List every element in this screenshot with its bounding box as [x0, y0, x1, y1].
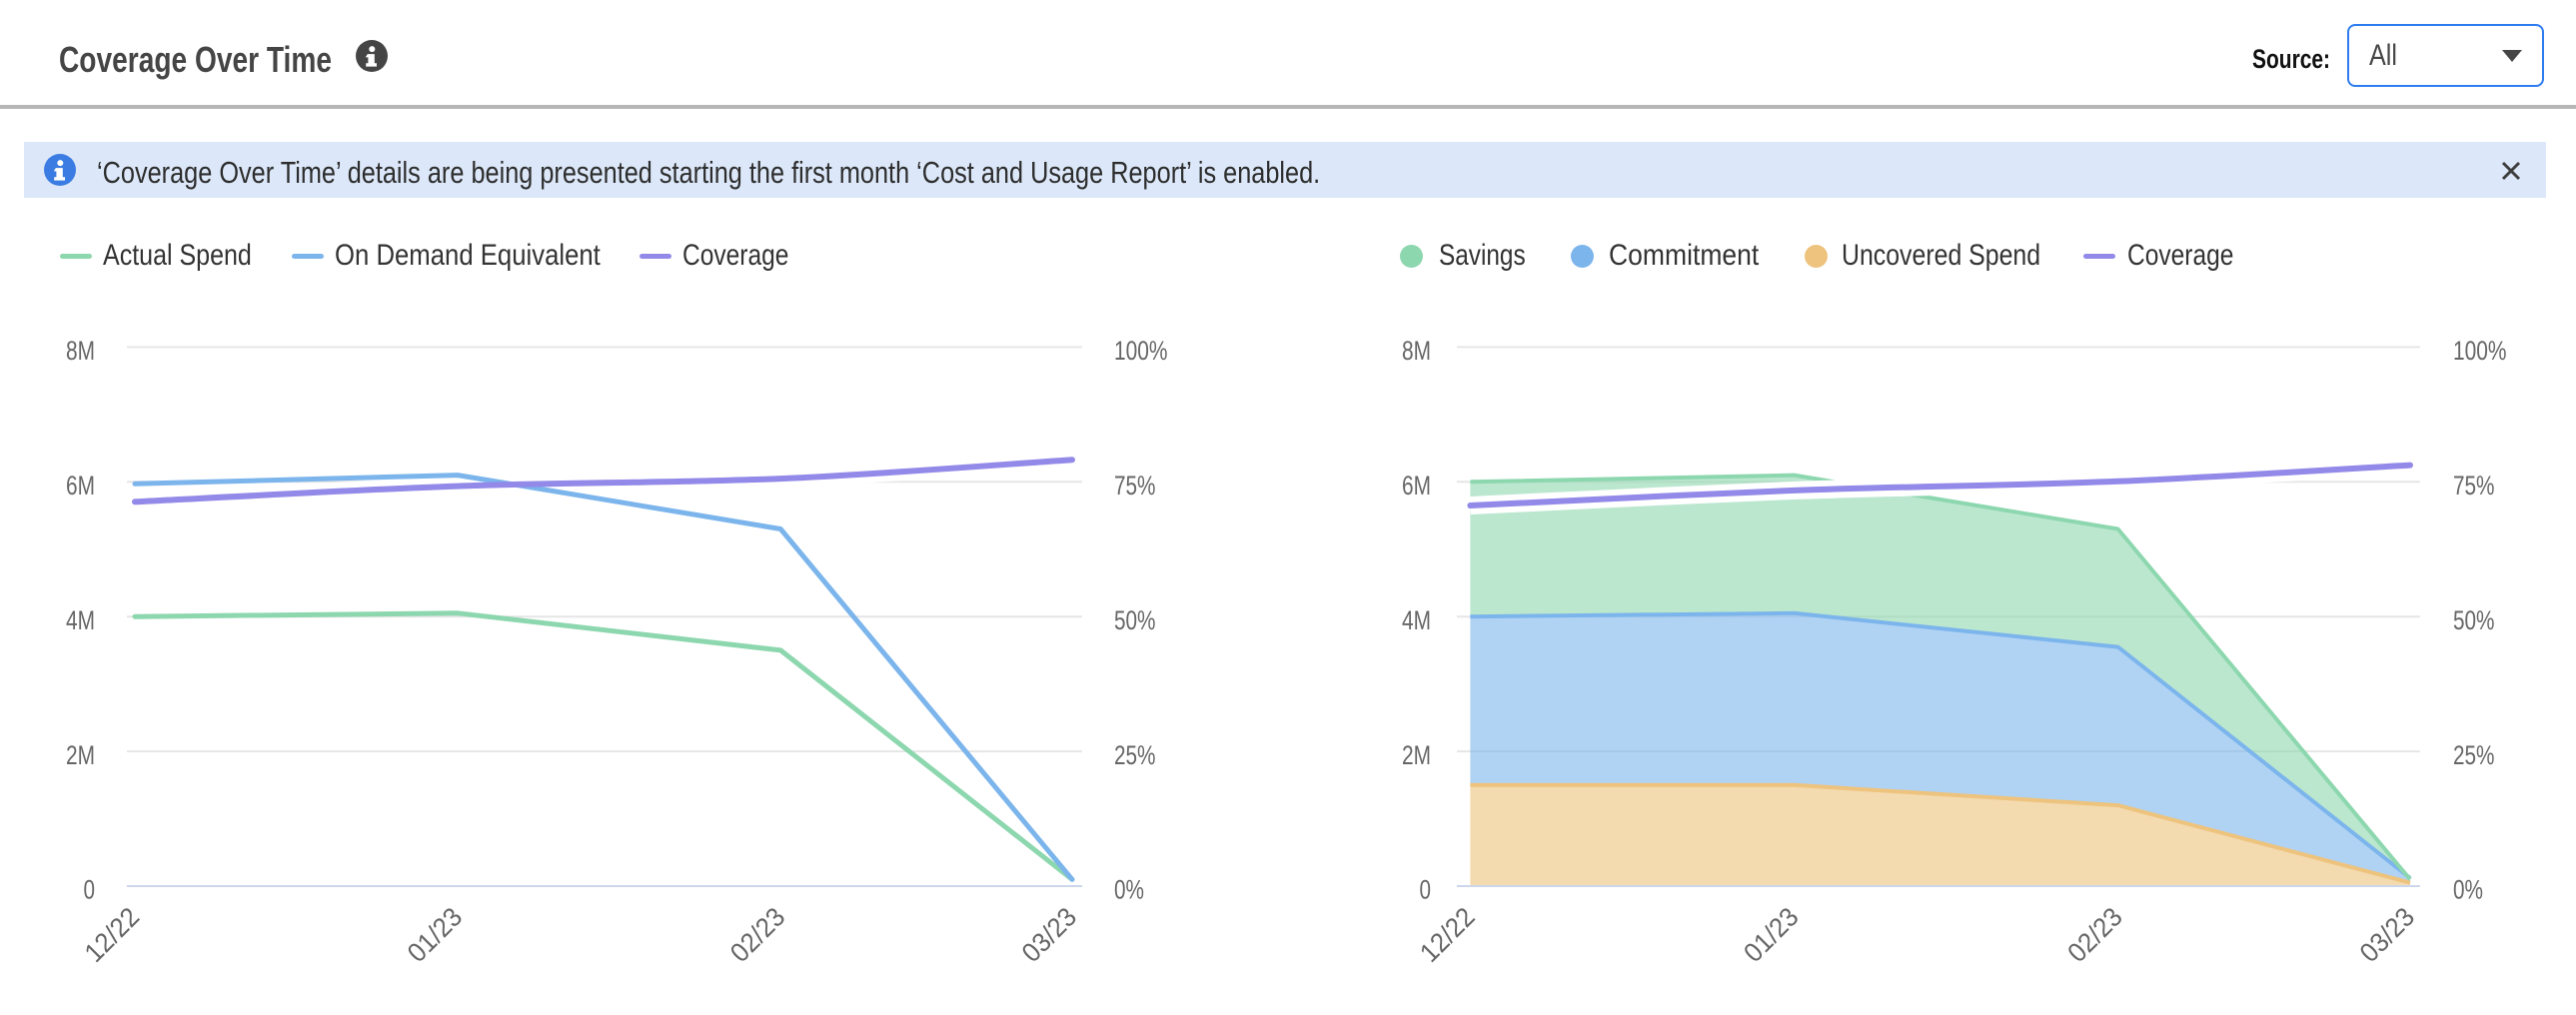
svg-text:100%: 100%	[2453, 336, 2507, 366]
svg-text:0%: 0%	[2453, 875, 2483, 905]
svg-text:75%: 75%	[1114, 471, 1156, 501]
svg-text:8M: 8M	[66, 336, 95, 366]
svg-text:4M: 4M	[1402, 605, 1431, 635]
svg-text:25%: 25%	[1114, 740, 1156, 770]
svg-text:03/23: 03/23	[2354, 902, 2420, 968]
svg-text:25%: 25%	[2453, 740, 2495, 770]
svg-text:100%: 100%	[1114, 336, 1168, 366]
svg-text:01/23: 01/23	[1738, 902, 1804, 968]
svg-text:12/22: 12/22	[1414, 902, 1480, 968]
svg-text:01/23: 01/23	[402, 902, 468, 968]
svg-text:0%: 0%	[1114, 875, 1144, 905]
svg-text:8M: 8M	[1402, 336, 1431, 366]
svg-text:02/23: 02/23	[724, 902, 790, 968]
svg-text:02/23: 02/23	[2061, 902, 2127, 968]
svg-text:4M: 4M	[66, 605, 95, 635]
svg-text:6M: 6M	[66, 471, 95, 501]
svg-text:50%: 50%	[2453, 605, 2495, 635]
svg-text:75%: 75%	[2453, 471, 2495, 501]
svg-text:03/23: 03/23	[1016, 902, 1082, 968]
svg-text:50%: 50%	[1114, 605, 1156, 635]
svg-text:2M: 2M	[66, 740, 95, 770]
svg-text:0: 0	[84, 875, 96, 905]
svg-text:2M: 2M	[1402, 740, 1431, 770]
svg-text:0: 0	[1420, 875, 1432, 905]
svg-text:6M: 6M	[1402, 471, 1431, 501]
svg-text:12/22: 12/22	[79, 902, 145, 968]
